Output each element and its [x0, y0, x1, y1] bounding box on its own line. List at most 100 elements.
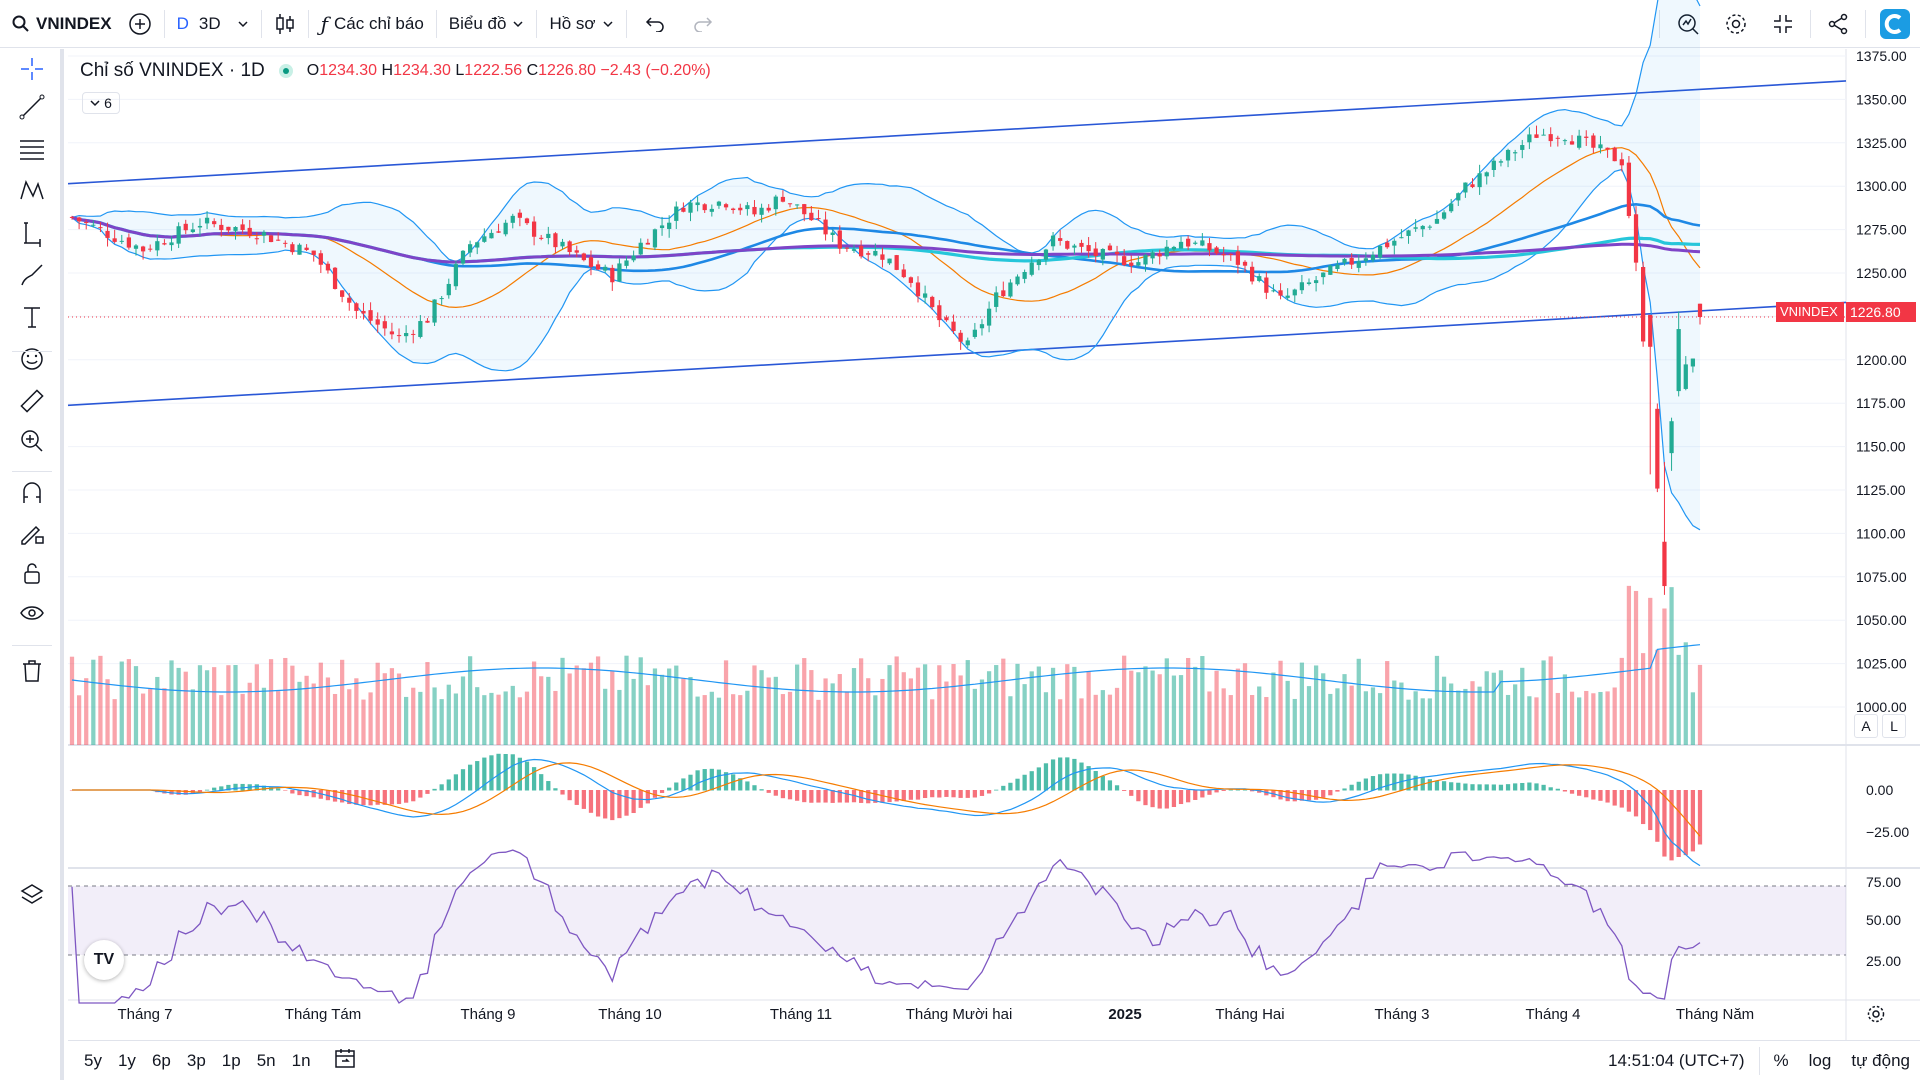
volume-bar [1107, 694, 1113, 745]
price-axis-label: 1125.00 [1856, 482, 1906, 498]
candle [1513, 152, 1518, 154]
candle [1370, 254, 1376, 261]
macd-histogram-bar [1697, 790, 1703, 845]
candle [1477, 173, 1482, 188]
interval-3d[interactable]: 3D [197, 0, 229, 48]
candle [624, 260, 629, 266]
remove-tool[interactable] [12, 651, 52, 691]
auto-toggle[interactable]: tự động [1851, 1050, 1910, 1070]
range-button-5y[interactable]: 5y [84, 1050, 102, 1070]
candle [745, 205, 750, 210]
candle [126, 237, 131, 248]
redo-button[interactable] [679, 0, 727, 48]
goto-date-button[interactable] [319, 1046, 371, 1075]
macd-histogram-bar [1648, 790, 1653, 831]
profile-menu-button[interactable]: Hồ sơ [541, 0, 621, 48]
settings-button[interactable] [1712, 0, 1760, 48]
quick-search-button[interactable] [1664, 0, 1712, 48]
crosshair-tool[interactable] [12, 49, 52, 89]
chart-menu-button[interactable]: Biểu đồ [441, 0, 533, 48]
tradingview-logo[interactable]: TV [84, 940, 124, 980]
prediction-tool[interactable] [12, 213, 52, 253]
macd-histogram-bar [517, 757, 523, 791]
compare-button[interactable] [120, 0, 160, 48]
macd-histogram-bar [937, 790, 942, 798]
candle [1619, 159, 1624, 166]
emoji-tool[interactable] [12, 339, 52, 379]
chart-type-button[interactable] [266, 0, 304, 48]
symbol-search[interactable]: VNINDEX [0, 0, 120, 48]
indicators-collapse-button[interactable]: 6 [82, 92, 120, 114]
time-axis-settings[interactable] [1866, 1004, 1886, 1029]
candle [1321, 272, 1326, 278]
time-axis-label: Tháng 9 [460, 1006, 515, 1023]
log-scale-button[interactable]: L [1882, 714, 1906, 738]
trash-icon [23, 660, 41, 682]
range-button-1y[interactable]: 1y [117, 1050, 136, 1070]
ruler-tool[interactable] [12, 381, 52, 421]
range-button-5n[interactable]: 5n [256, 1050, 276, 1070]
volume-bar [830, 683, 835, 745]
volume-bar [1363, 691, 1368, 745]
trendline-tool[interactable] [12, 87, 52, 127]
candle [560, 241, 565, 247]
brand-logo[interactable] [1870, 0, 1920, 48]
object-tree-button[interactable] [12, 875, 52, 915]
candle [439, 298, 444, 300]
text-tool[interactable] [12, 297, 52, 337]
log-toggle[interactable]: log [1808, 1050, 1832, 1070]
volume-bar [297, 681, 302, 745]
volume-bar [1619, 657, 1624, 745]
clock[interactable]: 14:51:04 (UTC+7) [1607, 1050, 1745, 1070]
range-button-6p[interactable]: 6p [151, 1050, 171, 1070]
c-label: C [526, 62, 539, 79]
volume-bar [1577, 697, 1582, 745]
fib-tool[interactable] [12, 129, 52, 169]
range-button-3p[interactable]: 3p [186, 1050, 206, 1070]
macd-histogram-bar [908, 790, 914, 800]
interval-dropdown[interactable] [229, 0, 257, 48]
volume-bar [290, 665, 295, 745]
candle [1235, 251, 1241, 265]
fullscreen-button[interactable] [1760, 0, 1806, 48]
candle [1306, 282, 1312, 285]
interval-d-label: D [176, 13, 189, 33]
candle [539, 237, 544, 239]
pattern-tool[interactable] [12, 171, 52, 211]
candle [240, 224, 245, 230]
candle [432, 299, 437, 323]
candle [467, 244, 473, 253]
macd-histogram-bar [631, 790, 636, 814]
volume-bar [972, 688, 977, 745]
candle [1072, 245, 1077, 248]
candle [667, 222, 672, 229]
magnet-tool[interactable] [12, 473, 52, 513]
interval-d[interactable]: D [169, 0, 197, 48]
candle [716, 201, 722, 206]
candle [140, 246, 146, 252]
candle [922, 293, 928, 298]
candle [972, 329, 977, 337]
stay-drawing-tool[interactable] [12, 513, 52, 553]
hide-tool[interactable] [12, 593, 52, 633]
price-axis-label: 1300.00 [1856, 178, 1907, 194]
volume-bar [901, 672, 906, 745]
percent-toggle[interactable]: % [1773, 1050, 1789, 1070]
lock-tool[interactable] [12, 553, 52, 593]
brush-tool[interactable] [12, 255, 52, 295]
indicators-button[interactable]: ƒ Các chỉ báo [313, 0, 432, 48]
macd-histogram-bar [709, 768, 714, 791]
symbol-name: VNINDEX [36, 13, 112, 33]
range-button-1n[interactable]: 1n [291, 1050, 311, 1070]
range-button-1p[interactable]: 1p [221, 1050, 241, 1070]
macd-histogram-bar [1541, 784, 1546, 791]
price-axis-label: 1000.00 [1856, 699, 1907, 715]
undo-button[interactable] [631, 0, 679, 48]
auto-scale-button[interactable]: A [1854, 714, 1878, 738]
candle [332, 267, 338, 289]
volume-bar [1370, 687, 1376, 745]
volume-bar [1313, 665, 1319, 745]
share-button[interactable] [1815, 0, 1861, 48]
zoom-tool[interactable] [12, 421, 52, 461]
